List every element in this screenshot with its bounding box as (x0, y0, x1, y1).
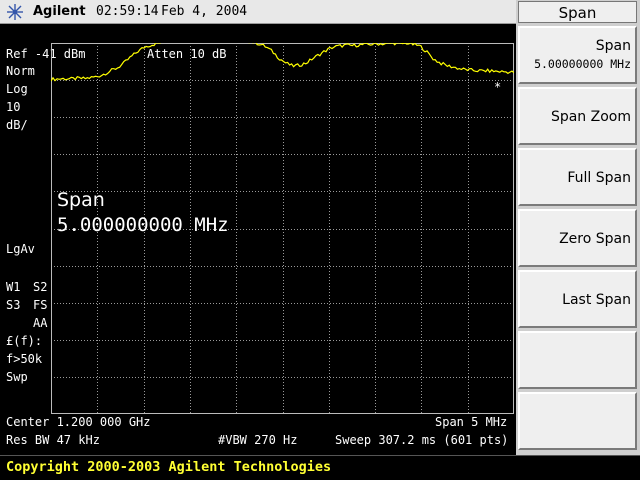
softkey-span-zoom[interactable]: Span Zoom (518, 87, 637, 145)
sweep-time: Sweep 307.2 ms (601 pts) (335, 433, 509, 447)
trace-s2: S2 (33, 280, 48, 294)
spectrum-graticule (51, 43, 514, 414)
detector-mode: Norm (6, 64, 35, 78)
span-readout: Span 5 MHz (435, 415, 508, 429)
softkey-menu-title: Span (518, 1, 637, 23)
agilent-spark-icon (7, 4, 23, 20)
correction-threshold: f>50k (6, 352, 43, 366)
scale-unit: dB/ (6, 118, 28, 132)
softkey-span[interactable]: Span 5.00000000 MHz (518, 26, 637, 84)
softkey-span-value: 5.00000000 MHz (534, 57, 631, 71)
active-function-label: Span (57, 189, 105, 211)
softkey-full-span-label: Full Span (567, 170, 631, 186)
trace-w1: W1 (6, 280, 21, 294)
softkey-span-zoom-label: Span Zoom (550, 109, 631, 125)
center-frequency: Center 1.200 000 GHz (6, 415, 151, 429)
trace-s3: S3 (6, 298, 21, 312)
softkey-blank-7[interactable] (518, 392, 637, 450)
softkey-panel: Span Span 5.00000000 MHz Span Zoom Full … (516, 0, 640, 455)
video-bandwidth: #VBW 270 Hz (218, 433, 298, 447)
trace-fs: FS (33, 298, 48, 312)
marker-star: * (494, 80, 502, 94)
sweep-mode: Swp (6, 370, 28, 384)
copyright-text: Copyright 2000-2003 Agilent Technologies (6, 459, 332, 475)
graticule-border (51, 43, 514, 414)
copyright-bar: Copyright 2000-2003 Agilent Technologies (0, 455, 640, 480)
correction-symbol: £(f): (6, 334, 43, 348)
spectrum-trace (51, 43, 514, 82)
softkey-last-span[interactable]: Last Span (518, 270, 637, 328)
scale-type: Log (6, 82, 28, 96)
attenuation: Atten 10 dB (147, 47, 227, 61)
scale-value: 10 (6, 100, 21, 114)
resolution-bandwidth: Res BW 47 kHz (6, 433, 100, 447)
clock-date: Feb 4, 2004 (161, 4, 248, 19)
softkey-blank-6[interactable] (518, 331, 637, 389)
brand-name: Agilent (33, 4, 86, 19)
softkey-zero-span[interactable]: Zero Span (518, 209, 637, 267)
softkey-full-span[interactable]: Full Span (518, 148, 637, 206)
clock-time: 02:59:14 (96, 4, 159, 19)
measurement-screen: Ref -41 dBm Atten 10 dB Norm Log 10 dB/ … (0, 24, 516, 455)
status-bar: Agilent 02:59:14 Feb 4, 2004 (0, 0, 516, 24)
softkey-last-span-label: Last Span (562, 292, 631, 308)
average-mode: LgAv (6, 242, 35, 256)
trace-aa: AA (33, 316, 48, 330)
softkey-span-label: Span (595, 38, 631, 54)
softkey-zero-span-label: Zero Span (559, 231, 631, 247)
active-function-value: 5.000000000 MHz (57, 214, 229, 236)
